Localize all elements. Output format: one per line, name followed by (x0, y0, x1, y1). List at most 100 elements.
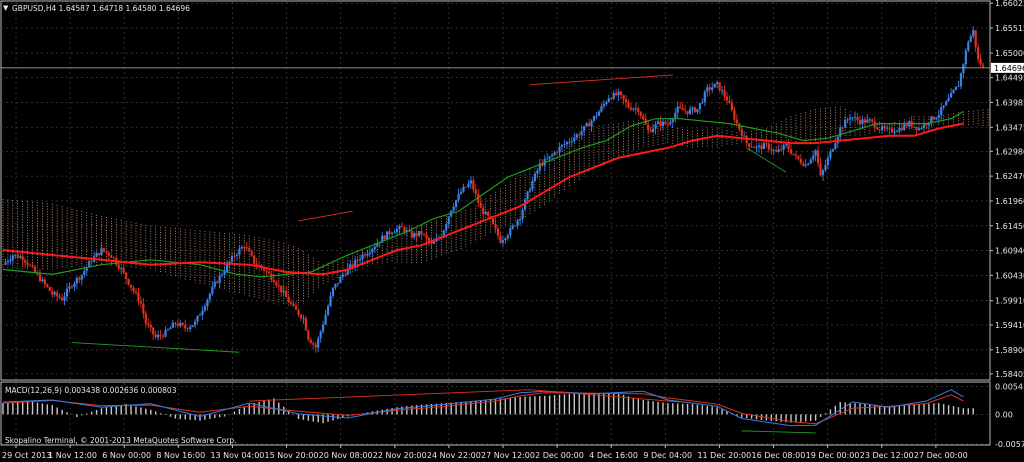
candle-body (829, 151, 832, 158)
candle-body (223, 271, 226, 275)
header-arrow-icon[interactable]: ▼ (3, 4, 9, 12)
candle-body (954, 86, 958, 91)
candle-body (876, 127, 879, 130)
candle-body (6, 261, 10, 263)
candle-body (703, 91, 706, 102)
price-tick-label: 1.58900 (995, 346, 1024, 355)
macd-trend-line (741, 430, 816, 434)
time-tick-label: 27 Nov 12:00 (481, 451, 535, 460)
candle-body (447, 216, 450, 225)
candle-body (617, 91, 620, 96)
candle-body (765, 143, 768, 145)
moving-averages (2, 110, 964, 278)
candle-body (4, 262, 7, 265)
candle-body (679, 106, 682, 108)
candle-body (506, 235, 509, 239)
candle-body (176, 323, 179, 326)
candle-body (718, 82, 721, 91)
candle-body (297, 309, 300, 315)
candle-body (573, 137, 576, 142)
candle-body (191, 325, 194, 327)
price-tick-label: 1.59410 (995, 321, 1024, 330)
candle-body (422, 234, 426, 235)
candle-body (974, 30, 977, 48)
candle-body (816, 150, 820, 164)
macd-tick-label: 0.00 (995, 410, 1013, 419)
candle-body (390, 232, 394, 235)
candle-body (878, 129, 881, 131)
candle-body (43, 279, 46, 285)
candle-body (600, 106, 603, 112)
candle-body (942, 105, 945, 108)
candle-body (957, 86, 960, 88)
candle-body (400, 226, 404, 228)
candle-body (981, 64, 985, 67)
candle-body (346, 268, 349, 275)
candle-body (403, 227, 406, 233)
candle-body (70, 286, 74, 288)
candle-body (203, 306, 207, 311)
price-tick-label: 1.62980 (995, 147, 1024, 156)
candle-body (531, 180, 534, 190)
candle-body (368, 252, 372, 254)
candle-body (629, 107, 633, 110)
candle-body (181, 323, 184, 325)
candle-body (789, 149, 793, 154)
candle-body (46, 284, 49, 287)
candle-body (917, 128, 921, 130)
copyright-note: Skopalino Terminal, © 2001-2013 MetaQuot… (5, 436, 237, 445)
candle-body (147, 323, 150, 326)
candle-body (452, 206, 455, 211)
candle-body (171, 322, 175, 328)
candle-body (585, 123, 588, 126)
candle-body (676, 106, 679, 113)
candle-body (920, 128, 923, 129)
candle-body (285, 290, 288, 298)
candle-body (349, 264, 352, 269)
candle-body (711, 87, 714, 90)
candle-body (95, 253, 98, 257)
candle-body (624, 99, 628, 103)
candle-body (659, 121, 662, 126)
candle-body (41, 279, 44, 282)
current-price-label: 1.64696 (994, 64, 1024, 73)
candle-body (356, 259, 359, 261)
candle-body (738, 123, 741, 130)
candle-body (90, 261, 93, 262)
macd-title: MACD(12,26,9) 0.003438 0.002636 0.000803 (5, 386, 177, 395)
candle-body (272, 279, 275, 283)
candle-body (555, 152, 559, 154)
candle-body (841, 127, 844, 129)
candle-body (432, 241, 436, 244)
candle-body (499, 235, 502, 243)
candle-body (932, 116, 935, 120)
macd-tick-label: -0.00575 (995, 440, 1024, 449)
candle-body (161, 335, 165, 337)
candle-body (622, 95, 625, 100)
candle-body (565, 142, 569, 145)
candle-body (649, 130, 652, 132)
candle-body (132, 287, 135, 292)
main-grid (1, 2, 990, 379)
candle-body (149, 325, 152, 328)
candle-body (927, 123, 930, 126)
candle-body (890, 128, 894, 133)
candle-body (201, 310, 204, 315)
candle-body (861, 119, 864, 125)
candle-body (19, 256, 22, 258)
candle-body (945, 101, 948, 106)
candle-body (937, 115, 940, 118)
candle-body (427, 237, 431, 242)
candle-body (457, 193, 460, 201)
candle-body (642, 115, 645, 120)
candle-body (80, 274, 83, 280)
candle-body (21, 256, 24, 261)
candle-body (373, 246, 376, 250)
candle-body (925, 124, 928, 126)
candle-body (548, 156, 551, 159)
candle-body (290, 302, 293, 305)
candle-body (225, 264, 229, 272)
main-panel-frame (0, 0, 991, 381)
